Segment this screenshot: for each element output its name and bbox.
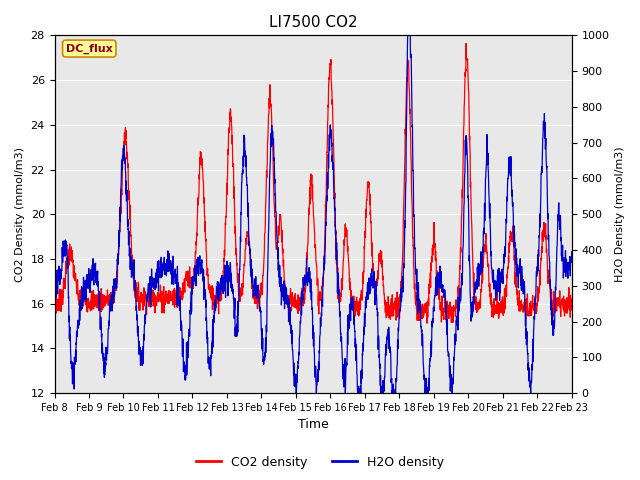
- Legend: CO2 density, H2O density: CO2 density, H2O density: [191, 451, 449, 474]
- X-axis label: Time: Time: [298, 419, 328, 432]
- Title: LI7500 CO2: LI7500 CO2: [269, 15, 357, 30]
- Text: DC_flux: DC_flux: [66, 43, 113, 54]
- Y-axis label: CO2 Density (mmol/m3): CO2 Density (mmol/m3): [15, 147, 25, 282]
- Y-axis label: H2O Density (mmol/m3): H2O Density (mmol/m3): [615, 146, 625, 282]
